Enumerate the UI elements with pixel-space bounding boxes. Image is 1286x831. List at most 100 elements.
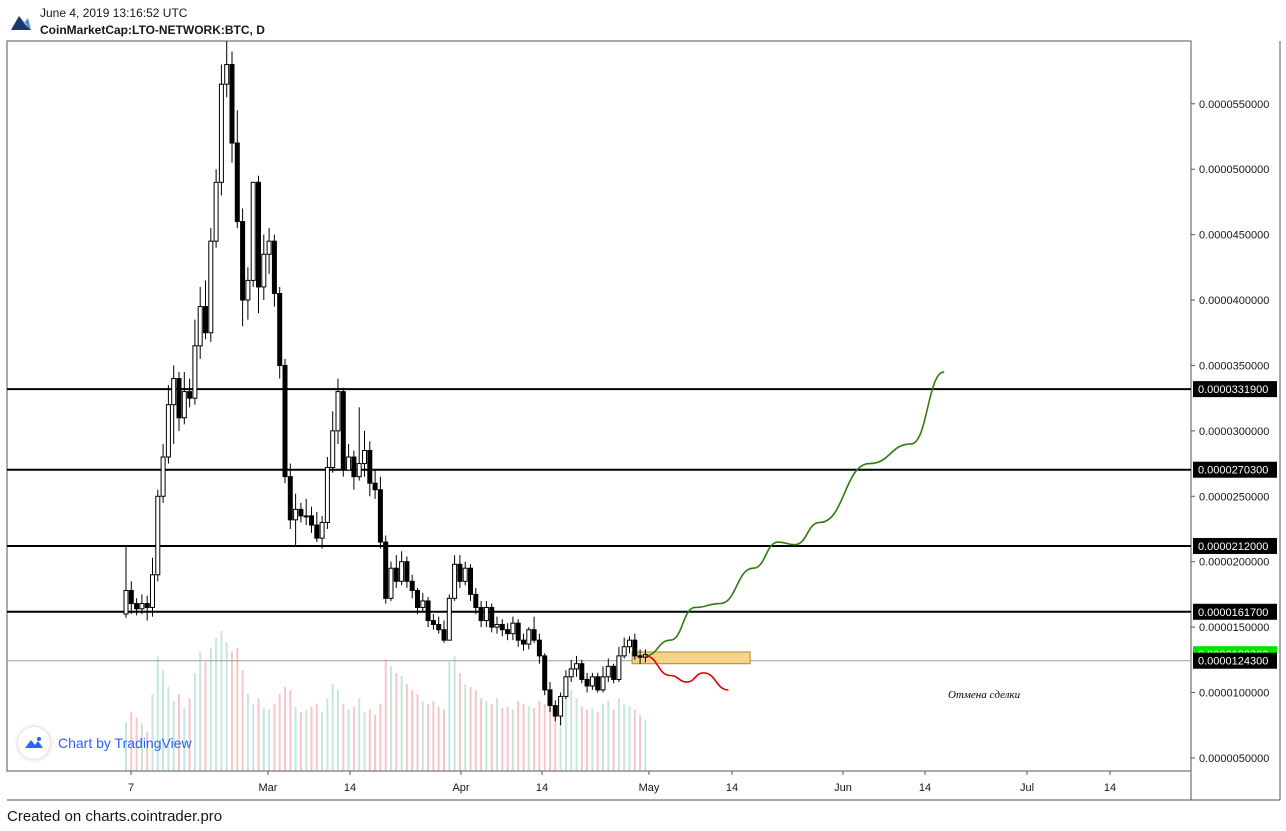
level-price-tag	[1193, 381, 1277, 398]
candle-body	[383, 541, 389, 599]
candle-body	[415, 589, 420, 608]
horizontal-levels	[7, 388, 1191, 665]
y-tick-label: 0.0000250000	[1199, 491, 1269, 503]
volume-bar	[390, 666, 392, 771]
volume-bar	[480, 698, 483, 771]
candle-body	[176, 378, 182, 419]
x-tick-label: 14	[1104, 782, 1116, 794]
x-tick-label: Apr	[452, 782, 469, 794]
candle-body	[356, 463, 362, 478]
cointrader-logo-icon	[10, 10, 32, 37]
candle-body	[240, 221, 246, 301]
candle-body	[203, 306, 208, 334]
volume-bar	[374, 715, 377, 771]
candle-body	[505, 629, 511, 635]
volume-bar	[140, 723, 143, 771]
y-tick-label: 0.0000150000	[1199, 622, 1269, 634]
volume-bar	[448, 661, 451, 771]
volume-bar	[522, 703, 525, 771]
candle-body	[430, 620, 436, 625]
x-tick-label: Jun	[834, 782, 852, 794]
tradingview-brand[interactable]: Chart by TradingView	[18, 727, 192, 759]
volume-bar	[257, 698, 260, 771]
candle-body	[367, 449, 373, 484]
volume-bar	[490, 703, 493, 771]
x-tick-label: 14	[919, 782, 931, 794]
candle-body	[213, 181, 219, 242]
candle-body	[637, 655, 643, 658]
y-tick-label: 0.0000400000	[1199, 295, 1269, 307]
candle-body	[123, 589, 129, 615]
candle-body	[271, 240, 277, 294]
volume-bar	[464, 684, 467, 771]
volume-bar	[199, 652, 202, 771]
volume-bar	[437, 706, 440, 771]
candle-body	[521, 639, 526, 645]
volume-bar	[395, 673, 398, 771]
volume-bar	[241, 670, 244, 771]
level-price-tag	[1193, 537, 1277, 554]
candle-body	[234, 142, 240, 223]
volume-bar	[231, 652, 233, 771]
candle-body	[483, 606, 489, 622]
candle-body	[197, 306, 203, 347]
volume-bar	[612, 709, 615, 771]
volume-bar	[586, 709, 589, 771]
candle-body	[314, 524, 320, 539]
volume-bar	[549, 708, 551, 771]
volume-bar	[337, 689, 339, 771]
y-tick-label: 0.0000050000	[1199, 753, 1269, 765]
volume-bar	[294, 706, 297, 771]
tradingview-logo-icon	[18, 727, 50, 759]
candle-body	[563, 676, 569, 697]
volume-bar	[639, 715, 642, 771]
volume-bar	[172, 701, 175, 771]
candle-body	[568, 668, 574, 678]
candle-body	[282, 364, 288, 478]
candle-body	[621, 646, 627, 657]
candle-body	[526, 629, 532, 645]
candle-body	[160, 456, 166, 497]
candle-body	[574, 663, 579, 670]
volume-bar	[262, 708, 265, 771]
level-price-label: 0.0000331900	[1198, 384, 1268, 396]
y-tick-label: 0.0000300000	[1199, 426, 1269, 438]
candle-body	[611, 665, 617, 680]
volume-bar	[305, 709, 308, 771]
candle-body	[457, 563, 463, 582]
volume-bar	[363, 712, 366, 771]
volume-bar	[453, 656, 456, 771]
candle-body	[420, 600, 426, 608]
volume-bar	[443, 709, 445, 771]
volume-bar	[501, 708, 504, 771]
candle-body	[627, 639, 632, 648]
volume-bar	[543, 703, 546, 771]
volume-bar	[125, 722, 127, 771]
volume-bar	[570, 689, 573, 771]
candle-body	[165, 404, 171, 458]
candle-body	[245, 279, 251, 301]
volume-bar	[633, 709, 636, 771]
volume-bar	[379, 703, 382, 771]
candle-body	[324, 466, 330, 523]
chart-symbol: CoinMarketCap:LTO-NETWORK:BTC, D	[40, 23, 265, 37]
candle-body	[293, 508, 299, 521]
bullish-projection-path	[645, 371, 945, 657]
volume-bar	[623, 703, 626, 771]
x-tick-label: May	[639, 782, 660, 794]
volume-bars	[125, 631, 647, 771]
candle-body	[579, 663, 585, 680]
candle-body	[218, 83, 224, 183]
candle-body	[547, 689, 553, 707]
candle-body	[595, 676, 601, 691]
volume-bar	[517, 701, 520, 771]
candle-body	[510, 622, 516, 635]
volume-bar	[151, 694, 154, 771]
candle-body	[377, 489, 383, 543]
candle-body	[425, 600, 431, 622]
volume-bar	[236, 647, 239, 771]
candle-body	[150, 574, 155, 608]
volume-bar	[416, 694, 419, 771]
candle-body	[616, 655, 622, 680]
